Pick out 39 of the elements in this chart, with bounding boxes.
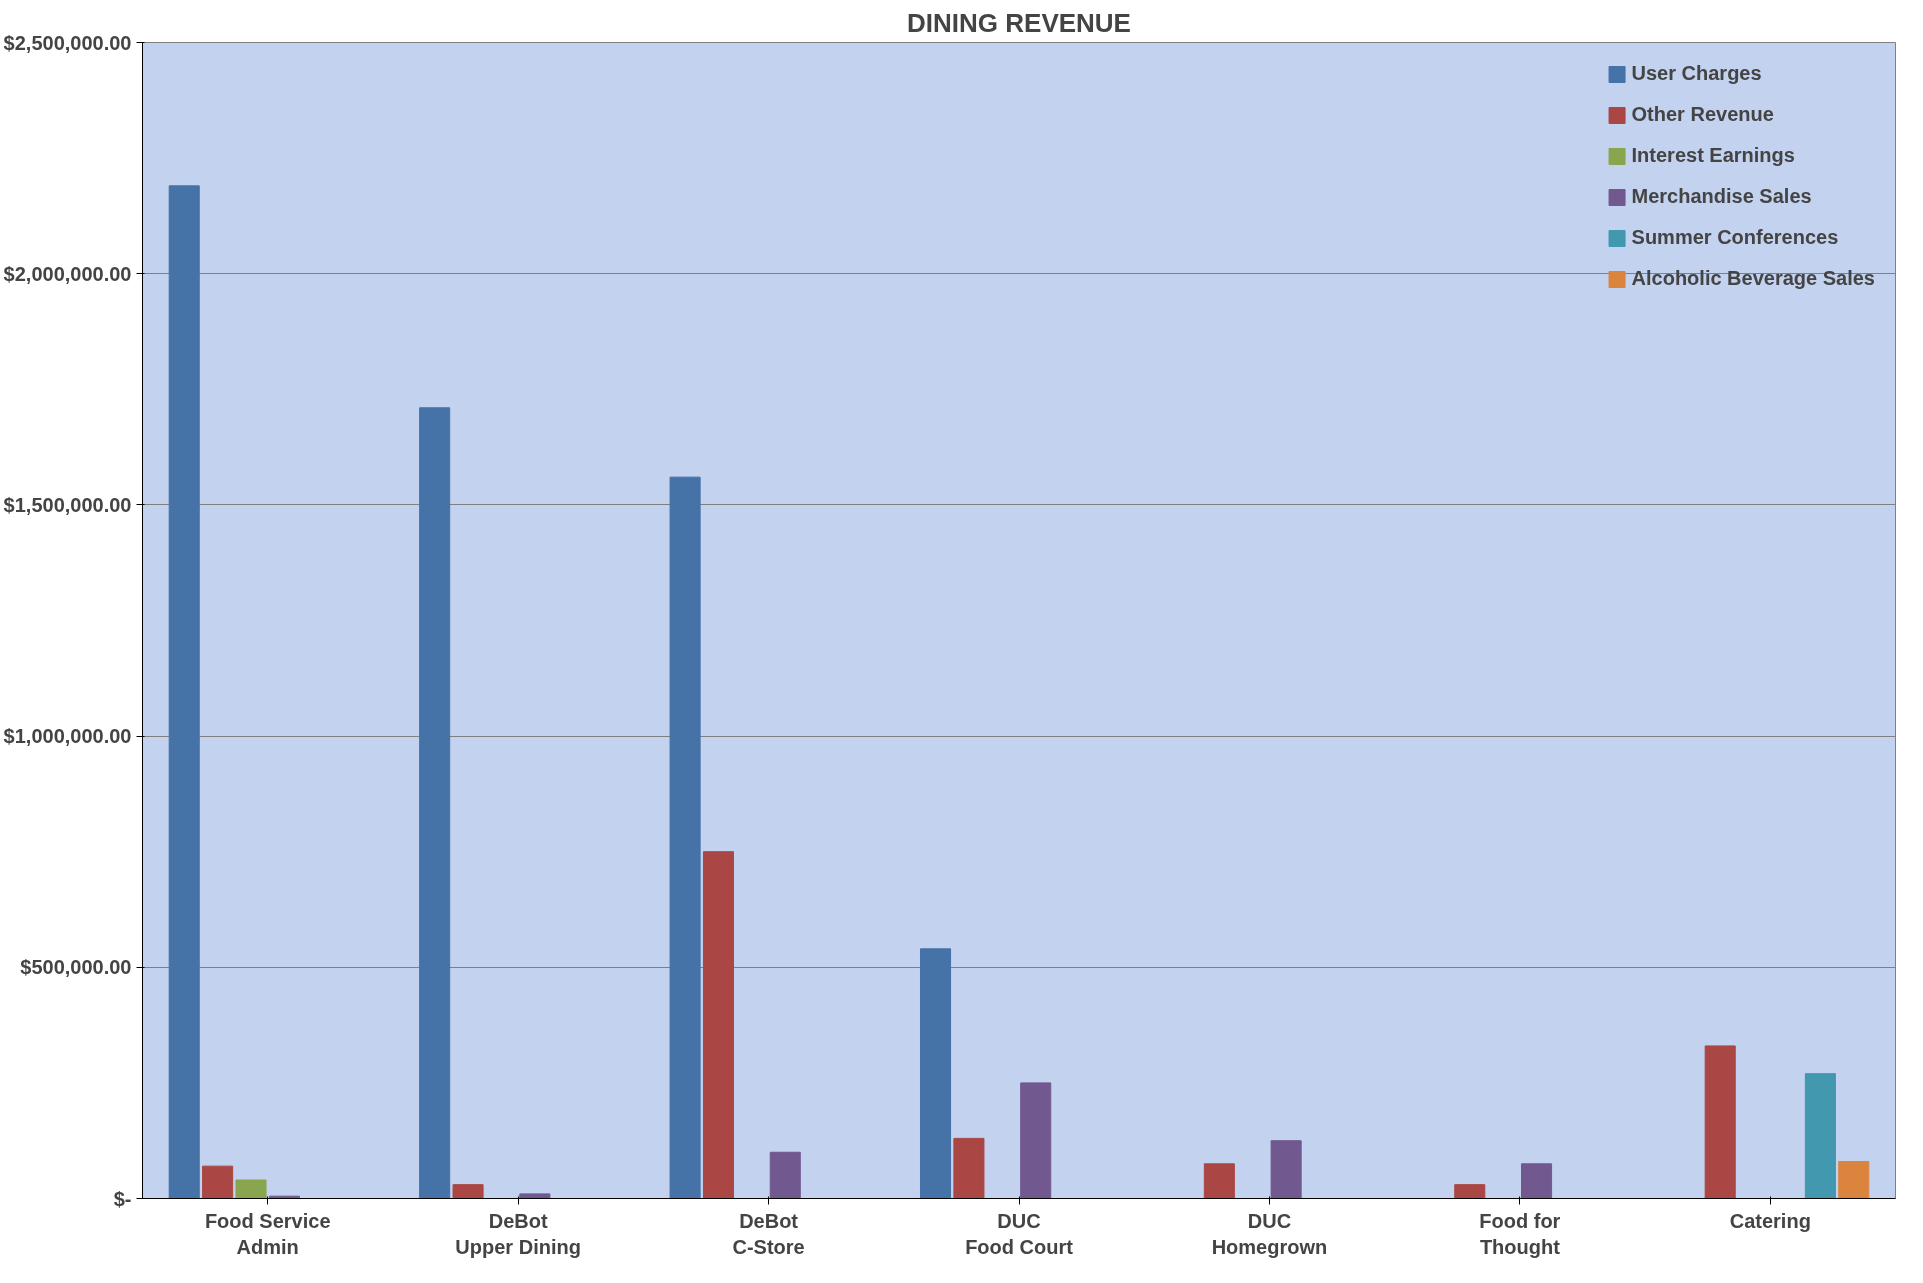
legend-label: Alcoholic Beverage Sales [1631, 267, 1875, 290]
bar [452, 1184, 484, 1199]
bar [1203, 1163, 1235, 1199]
y-tick-label: $1,500,000.00 [3, 493, 132, 516]
x-tick-label: DeBot Upper Dining [455, 1209, 581, 1258]
legend-label: User Charges [1631, 62, 1762, 85]
y-tick-label: $- [113, 1187, 132, 1210]
y-tick-label: $1,000,000.00 [3, 725, 132, 748]
x-tick-label: DUC Food Court [965, 1209, 1074, 1258]
bar [1804, 1073, 1836, 1199]
x-tick-label: DeBot C-Store [732, 1209, 805, 1258]
y-tick-label: $500,000.00 [20, 956, 132, 979]
x-tick-label: Food for Thought [1479, 1209, 1561, 1258]
x-tick-label: Catering [1729, 1209, 1811, 1232]
bar [519, 1193, 551, 1199]
bar [1521, 1163, 1553, 1199]
bar [769, 1151, 801, 1199]
bar [702, 851, 735, 1199]
legend-label: Other Revenue [1631, 103, 1774, 126]
chart-title: DINING REVENUE [907, 7, 1131, 38]
bar [235, 1179, 267, 1199]
bar [1704, 1045, 1736, 1199]
bar [669, 476, 701, 1199]
y-tick-label: $2,500,000.00 [3, 31, 132, 54]
legend-label: Merchandise Sales [1631, 185, 1812, 208]
bar [1270, 1140, 1302, 1199]
legend-label: Summer Conferences [1631, 226, 1839, 249]
bar [419, 407, 451, 1199]
x-tick-label: DUC Homegrown [1211, 1209, 1328, 1258]
x-tick-label: Food Service Admin [204, 1209, 331, 1258]
bar [168, 185, 200, 1199]
bar [953, 1137, 985, 1199]
bar [1454, 1184, 1486, 1199]
bar [202, 1165, 234, 1199]
bar [1838, 1161, 1870, 1199]
legend-label: Interest Earnings [1631, 144, 1795, 167]
y-tick-label: $2,000,000.00 [3, 262, 132, 285]
bar [920, 948, 952, 1199]
bar [1020, 1082, 1052, 1199]
